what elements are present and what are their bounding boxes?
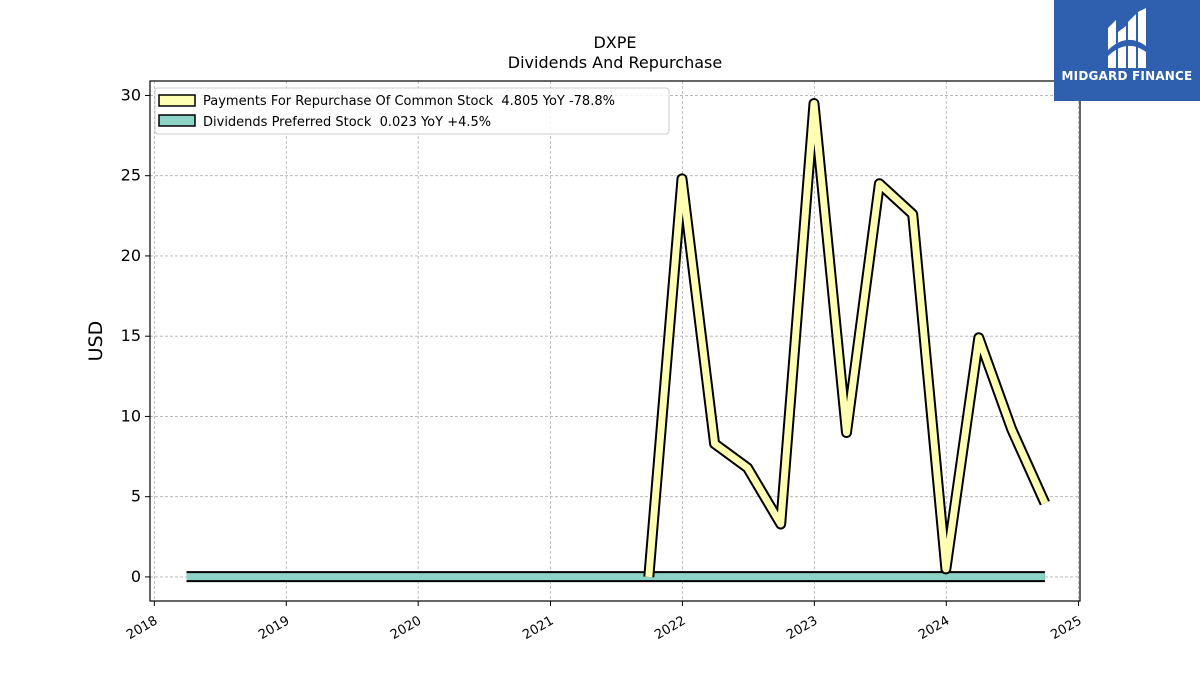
legend-box [154, 87, 670, 135]
chart-subtitle: Dividends And Repurchase [508, 53, 722, 72]
y-tick-label: 0 [131, 567, 141, 586]
y-axis-label: USD [85, 321, 107, 362]
plot-frame [149, 80, 1081, 602]
legend: Payments For Repurchase Of Common Stock … [154, 87, 670, 135]
x-tick-label: 2025 [1048, 613, 1084, 643]
y-tick-label: 20 [121, 246, 141, 265]
x-tick-label: 2019 [256, 613, 292, 643]
series-line [645, 100, 1049, 578]
midgard-logo-icon [1108, 8, 1146, 68]
legend-swatch-dividends [158, 114, 196, 127]
brand-name: MIDGARD FINANCE [1061, 69, 1193, 83]
x-tick-label: 2023 [784, 613, 820, 643]
x-tick-label: 2018 [124, 613, 160, 643]
y-tick-label: 15 [121, 326, 141, 345]
legend-label-dividends: Dividends Preferred Stock 0.023 YoY +4.5… [203, 115, 491, 130]
y-tick-label: 5 [131, 487, 141, 506]
x-tick-label: 2020 [388, 613, 424, 643]
series-outline [643, 98, 1050, 578]
y-tick-label: 10 [121, 406, 141, 425]
y-tick-label: 25 [121, 166, 141, 185]
legend-swatch-repurchase [158, 94, 196, 107]
chart-title: DXPE [593, 33, 636, 52]
x-tick-label: 2024 [916, 613, 952, 643]
legend-label-repurchase: Payments For Repurchase Of Common Stock … [203, 94, 615, 109]
x-tick-label: 2021 [520, 613, 556, 643]
y-tick-label: 30 [121, 85, 141, 104]
series-layer [186, 98, 1050, 583]
series-repurchase [643, 98, 1050, 578]
brand-logo: MIDGARD FINANCE [1054, 0, 1200, 101]
x-tick-label: 2022 [652, 613, 688, 643]
